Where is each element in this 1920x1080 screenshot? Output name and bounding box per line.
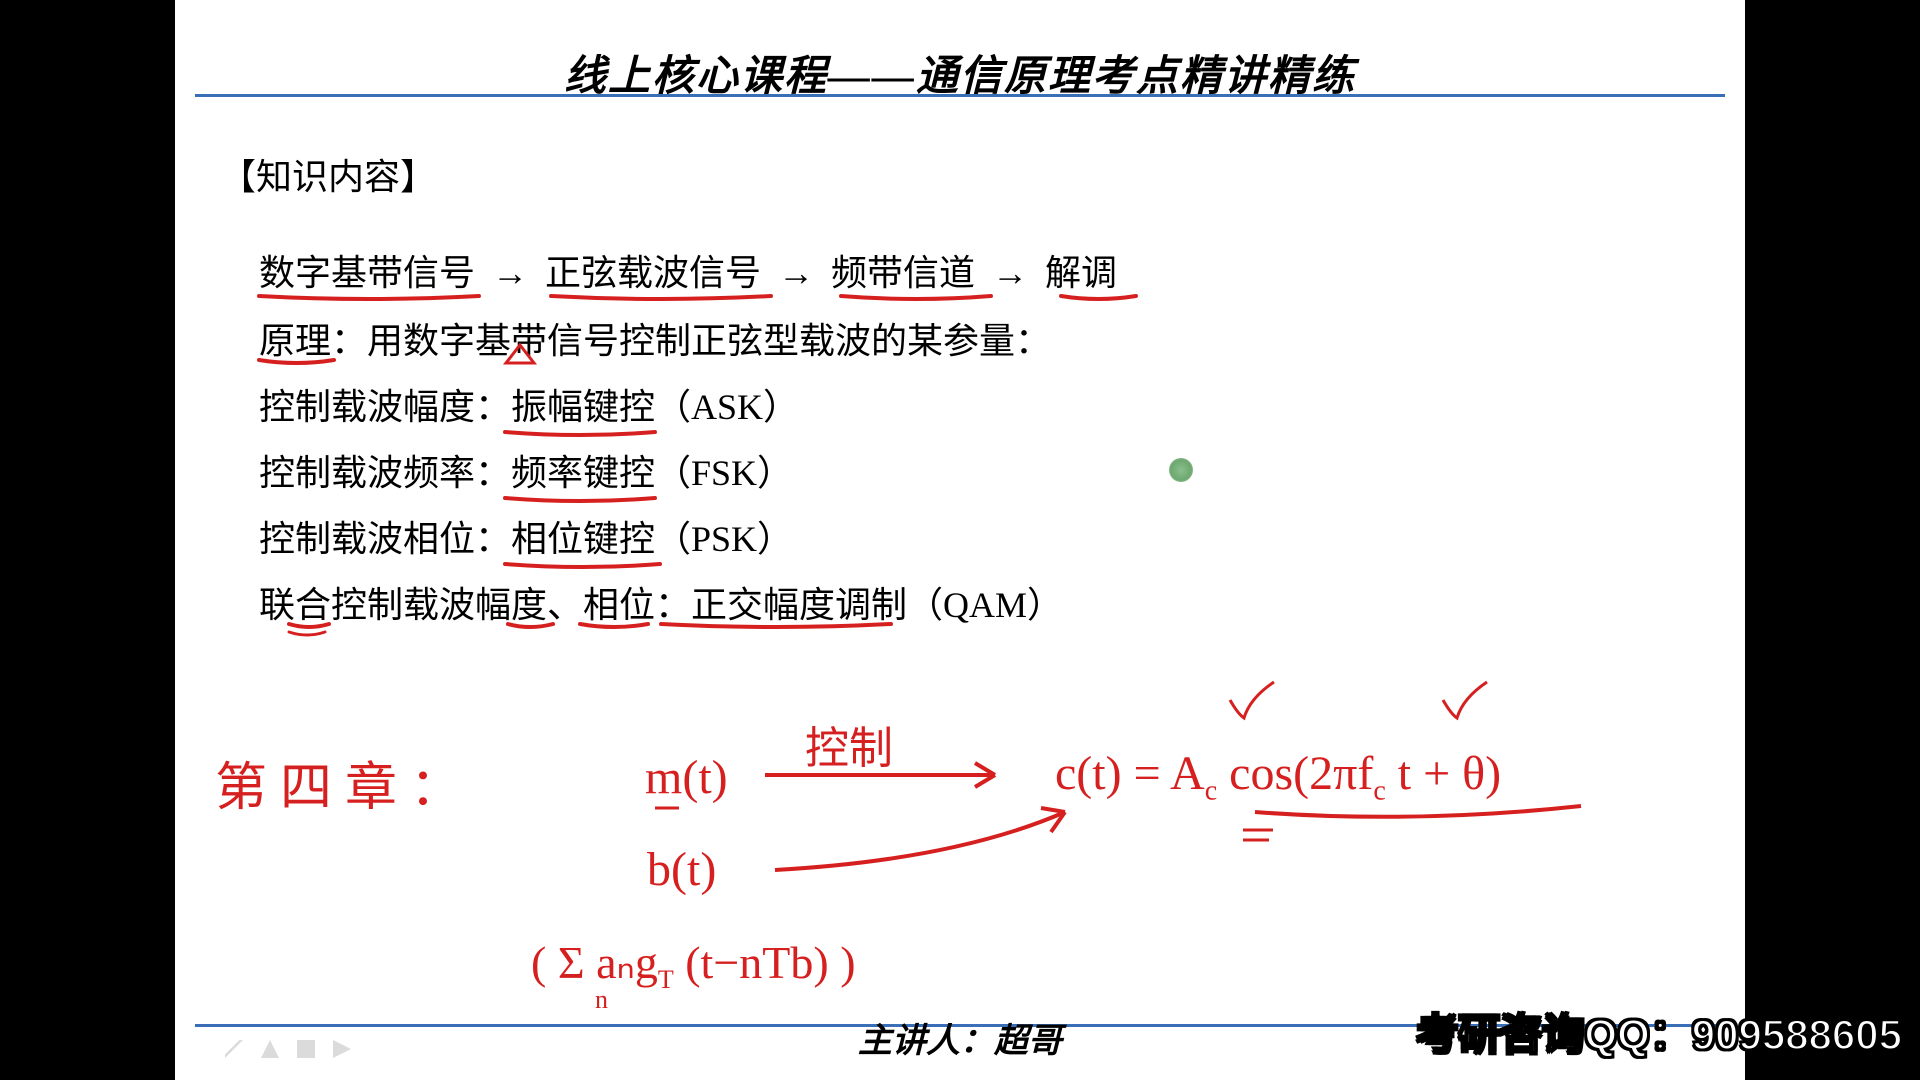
arrow-icon: → bbox=[770, 248, 822, 298]
hand-sum-n: n bbox=[595, 985, 608, 1015]
arrow-icon: → bbox=[484, 248, 536, 298]
laser-pointer-icon bbox=[1169, 458, 1193, 482]
menu-icon[interactable] bbox=[297, 1040, 315, 1058]
hand-ct-1: c(t) = A bbox=[1055, 747, 1205, 800]
line-2: 原理：用数字基带信号控制正弦型载波的某参量： bbox=[259, 316, 1051, 366]
line-4: 控制载波频率：频率键控（FSK） bbox=[259, 448, 793, 498]
sub-T: T bbox=[658, 965, 674, 994]
l1-t4: 解调 bbox=[1045, 253, 1117, 293]
nav-icon[interactable] bbox=[261, 1040, 279, 1058]
hand-sum: ( Σ aₙgT (t−nTb) ) bbox=[531, 935, 856, 995]
hand-bt: b(t) bbox=[647, 842, 716, 897]
line-3: 控制载波幅度：振幅键控（ASK） bbox=[259, 382, 799, 432]
pen-icon[interactable] bbox=[225, 1040, 243, 1058]
line-1: 数字基带信号 → 正弦载波信号 → 频带信道 → 解调 bbox=[259, 248, 1117, 298]
toolbar bbox=[225, 1040, 351, 1058]
next-icon[interactable] bbox=[333, 1040, 351, 1058]
hand-chapter: 第 四 章 ： bbox=[215, 745, 462, 820]
arrow-icon: → bbox=[984, 248, 1036, 298]
hand-ctrl: 控制 bbox=[805, 712, 893, 776]
hand-cosend: t + θ) bbox=[1398, 747, 1501, 800]
sub-c-1: c bbox=[1205, 776, 1217, 807]
l1-t2: 正弦载波信号 bbox=[545, 253, 761, 293]
watermark-qq: 考研咨询QQ：909588605 bbox=[1416, 1001, 1902, 1062]
hand-ct: c(t) = Ac cos(2πfc t + θ) bbox=[1055, 746, 1501, 808]
hand-mt: m(t) bbox=[645, 750, 728, 805]
section-header: 【知识内容】 bbox=[220, 148, 436, 200]
top-rule bbox=[195, 94, 1725, 97]
hand-cos: cos(2πf bbox=[1229, 747, 1373, 800]
l1-t1: 数字基带信号 bbox=[259, 253, 475, 293]
hand-sumend: (t−nTb) ) bbox=[685, 937, 855, 988]
l1-t3: 频带信道 bbox=[831, 253, 975, 293]
slide-page: 线上核心课程——通信原理考点精讲精练 【知识内容】 数字基带信号 → 正弦载波信… bbox=[175, 0, 1745, 1080]
line-5: 控制载波相位：相位键控（PSK） bbox=[259, 514, 793, 564]
sub-c-2: c bbox=[1373, 776, 1385, 807]
line-6: 联合控制载波幅度、相位：正交幅度调制（QAM） bbox=[259, 580, 1063, 630]
hand-sum-1: ( Σ aₙg bbox=[531, 937, 658, 988]
